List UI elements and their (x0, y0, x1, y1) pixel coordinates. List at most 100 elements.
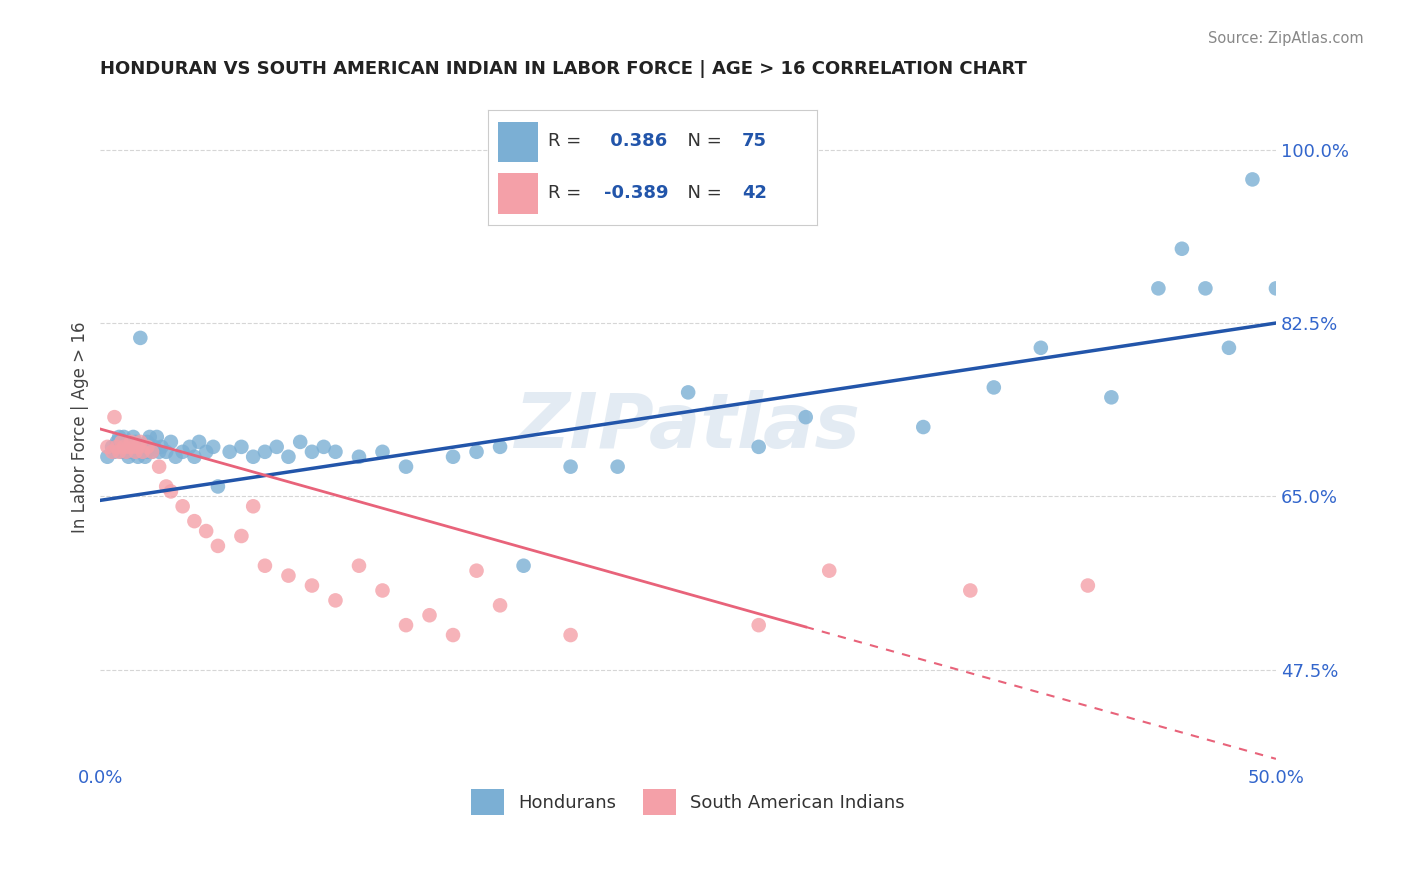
Point (1099, 390, 1122, 404)
Point (1241, 172, 1264, 186)
Point (441, 450, 464, 464)
Point (127, 440, 149, 454)
Point (122, 440, 145, 454)
Point (134, 450, 156, 464)
Point (395, 459, 418, 474)
Point (606, 459, 628, 474)
Text: Source: ZipAtlas.com: Source: ZipAtlas.com (1208, 31, 1364, 46)
Point (127, 450, 149, 464)
Point (155, 445, 177, 459)
Point (202, 440, 225, 454)
Point (131, 445, 153, 459)
Point (179, 440, 201, 454)
Point (96, 440, 118, 454)
Text: HONDURAN VS SOUTH AMERICAN INDIAN IN LABOR FORCE | AGE > 16 CORRELATION CHART: HONDURAN VS SOUTH AMERICAN INDIAN IN LAB… (100, 60, 1028, 78)
Point (122, 445, 145, 459)
Point (146, 430, 169, 444)
Point (141, 445, 163, 459)
Point (465, 445, 488, 459)
Point (136, 445, 159, 459)
Point (371, 445, 394, 459)
Point (312, 440, 335, 454)
Point (290, 434, 312, 449)
Point (108, 430, 131, 444)
Point (418, 608, 440, 623)
Point (124, 440, 146, 454)
Point (512, 558, 534, 573)
Point (117, 440, 139, 454)
Point (1218, 341, 1240, 355)
Point (115, 445, 138, 459)
Point (1194, 281, 1216, 295)
Point (1029, 341, 1052, 355)
Point (242, 500, 264, 514)
Point (489, 440, 512, 454)
Point (120, 445, 142, 459)
Point (103, 410, 125, 425)
Point (560, 628, 582, 642)
Point (110, 440, 132, 454)
Point (117, 450, 139, 464)
Point (120, 440, 142, 454)
Point (150, 440, 173, 454)
Point (395, 618, 418, 632)
Legend: Hondurans, South American Indians: Hondurans, South American Indians (464, 782, 912, 822)
Point (325, 445, 347, 459)
Point (115, 445, 138, 459)
Point (253, 445, 276, 459)
Point (748, 440, 770, 454)
Point (266, 440, 288, 454)
Point (110, 445, 132, 459)
Point (959, 583, 981, 598)
Point (347, 558, 370, 573)
Point (105, 434, 128, 449)
Point (112, 434, 135, 449)
Point (441, 628, 464, 642)
Point (231, 529, 253, 543)
Point (136, 440, 159, 454)
Point (138, 430, 160, 444)
Point (96, 450, 118, 464)
Point (143, 440, 166, 454)
Text: ZIPatlas: ZIPatlas (515, 390, 860, 464)
Y-axis label: In Labor Force | Age > 16: In Labor Force | Age > 16 (72, 321, 89, 533)
Point (127, 445, 149, 459)
Point (465, 564, 488, 578)
Point (325, 593, 347, 607)
Point (129, 331, 152, 345)
Point (1077, 578, 1099, 592)
Point (207, 539, 229, 553)
Point (277, 568, 299, 582)
Point (794, 410, 817, 425)
Point (124, 445, 146, 459)
Point (120, 434, 142, 449)
Point (172, 500, 194, 514)
Point (1265, 281, 1288, 295)
Point (1171, 242, 1194, 256)
Point (218, 445, 240, 459)
Point (195, 445, 218, 459)
Point (242, 450, 264, 464)
Point (188, 434, 211, 449)
Point (347, 450, 370, 464)
Point (101, 440, 124, 454)
Point (141, 445, 163, 459)
Point (818, 564, 841, 578)
Point (371, 583, 394, 598)
Point (1147, 281, 1170, 295)
Point (748, 618, 770, 632)
Point (110, 434, 132, 449)
Point (983, 380, 1005, 394)
Point (183, 450, 205, 464)
Point (115, 440, 138, 454)
Point (912, 420, 935, 434)
Point (101, 445, 124, 459)
Point (560, 459, 582, 474)
Point (676, 385, 699, 400)
Point (160, 484, 183, 499)
Point (301, 445, 323, 459)
Point (172, 445, 194, 459)
Point (207, 479, 229, 493)
Point (108, 445, 131, 459)
Point (195, 524, 218, 538)
